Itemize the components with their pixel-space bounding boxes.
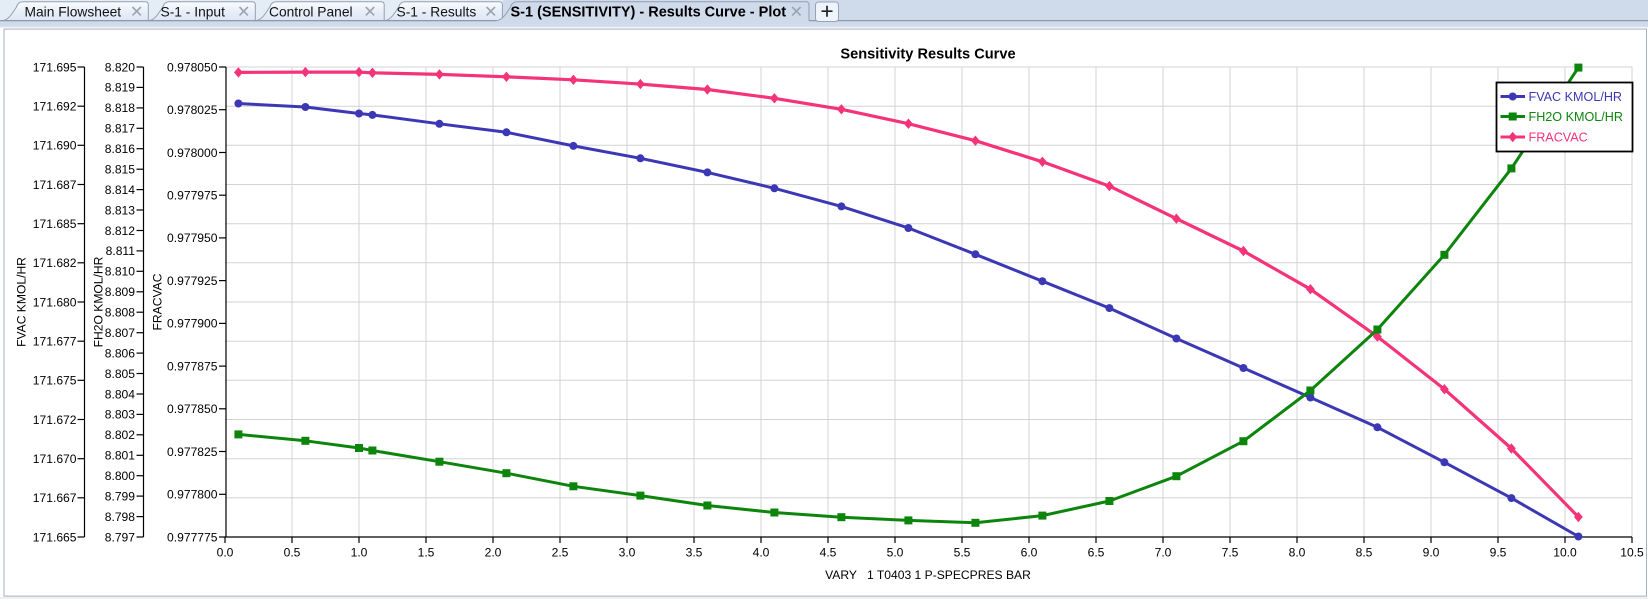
svg-text:7.0: 7.0 (1155, 546, 1172, 560)
svg-text:8.804: 8.804 (105, 387, 136, 401)
svg-text:171.682: 171.682 (33, 256, 77, 270)
svg-text:FVAC KMOL/HR: FVAC KMOL/HR (15, 257, 29, 347)
svg-text:8.811: 8.811 (106, 244, 136, 258)
svg-text:8.815: 8.815 (105, 162, 136, 176)
svg-text:3.5: 3.5 (686, 546, 703, 560)
svg-text:171.680: 171.680 (33, 295, 77, 309)
svg-text:4.0: 4.0 (753, 546, 770, 560)
svg-text:Main Flowsheet: Main Flowsheet (25, 4, 122, 19)
svg-text:VARY 1 T0403 1 P-SPECPRES BA: VARY 1 T0403 1 P-SPECPRES BAR (825, 568, 1031, 582)
svg-text:8.817: 8.817 (105, 122, 136, 136)
svg-text:4.5: 4.5 (820, 546, 837, 560)
svg-text:1.0: 1.0 (351, 546, 368, 560)
svg-text:S-1 - Input: S-1 - Input (161, 4, 226, 19)
svg-text:171.687: 171.687 (33, 178, 77, 192)
svg-text:5.5: 5.5 (954, 546, 971, 560)
svg-text:9.5: 9.5 (1490, 546, 1507, 560)
svg-text:8.807: 8.807 (105, 326, 136, 340)
svg-text:171.677: 171.677 (33, 334, 77, 348)
svg-text:8.805: 8.805 (105, 367, 136, 381)
svg-text:8.809: 8.809 (105, 285, 136, 299)
svg-text:8.816: 8.816 (105, 142, 136, 156)
svg-text:S-1 (SENSITIVITY) - Results Cu: S-1 (SENSITIVITY) - Results Curve - Plot (511, 4, 787, 20)
svg-text:8.812: 8.812 (105, 224, 136, 238)
svg-text:9.0: 9.0 (1423, 546, 1440, 560)
svg-text:171.692: 171.692 (33, 99, 77, 113)
svg-text:0.977775: 0.977775 (167, 530, 218, 544)
svg-text:0.977850: 0.977850 (167, 402, 218, 416)
svg-text:171.672: 171.672 (33, 413, 77, 427)
svg-text:8.814: 8.814 (105, 183, 136, 197)
svg-text:0.977800: 0.977800 (167, 488, 218, 502)
svg-text:Sensitivity Results Curve: Sensitivity Results Curve (840, 47, 1015, 63)
svg-text:8.5: 8.5 (1356, 546, 1373, 560)
svg-text:0.0: 0.0 (217, 546, 234, 560)
svg-text:FH2O KMOL/HR: FH2O KMOL/HR (92, 256, 106, 347)
svg-text:7.5: 7.5 (1222, 546, 1239, 560)
svg-text:6.0: 6.0 (1021, 546, 1038, 560)
svg-text:8.818: 8.818 (105, 101, 136, 115)
svg-text:10.5: 10.5 (1620, 546, 1644, 560)
svg-text:3.0: 3.0 (619, 546, 636, 560)
svg-text:8.803: 8.803 (105, 408, 136, 422)
svg-text:171.695: 171.695 (33, 60, 77, 74)
svg-text:0.977975: 0.977975 (167, 188, 218, 202)
svg-text:0.977900: 0.977900 (167, 317, 218, 331)
svg-text:8.801: 8.801 (105, 449, 136, 463)
svg-text:8.800: 8.800 (105, 469, 136, 483)
svg-text:0.977875: 0.977875 (167, 359, 218, 373)
svg-text:0.978000: 0.978000 (167, 146, 218, 160)
svg-text:8.798: 8.798 (105, 510, 136, 524)
svg-text:2.0: 2.0 (485, 546, 502, 560)
svg-text:0.978050: 0.978050 (167, 60, 218, 74)
svg-text:8.810: 8.810 (105, 265, 136, 279)
svg-text:0.978025: 0.978025 (167, 103, 218, 117)
svg-text:FVAC KMOL/HR: FVAC KMOL/HR (1529, 90, 1623, 104)
svg-text:8.813: 8.813 (105, 203, 136, 217)
svg-text:8.0: 8.0 (1289, 546, 1306, 560)
svg-text:S-1 - Results: S-1 - Results (397, 4, 477, 19)
svg-text:8.808: 8.808 (105, 306, 136, 320)
svg-text:Control Panel: Control Panel (269, 4, 353, 19)
svg-text:8.802: 8.802 (105, 428, 136, 442)
svg-text:171.670: 171.670 (33, 452, 77, 466)
svg-text:8.819: 8.819 (105, 81, 136, 95)
svg-text:FRACVAC: FRACVAC (151, 273, 165, 330)
svg-text:0.5: 0.5 (284, 546, 301, 560)
svg-text:8.806: 8.806 (105, 346, 136, 360)
svg-text:1.5: 1.5 (418, 546, 435, 560)
svg-text:FRACVAC: FRACVAC (1529, 130, 1588, 144)
svg-text:10.0: 10.0 (1553, 546, 1577, 560)
svg-text:171.685: 171.685 (33, 217, 77, 231)
svg-text:0.977950: 0.977950 (167, 231, 218, 245)
svg-text:0.977925: 0.977925 (167, 274, 218, 288)
svg-text:5.0: 5.0 (887, 546, 904, 560)
svg-text:171.665: 171.665 (33, 530, 77, 544)
svg-text:171.667: 171.667 (33, 491, 77, 505)
svg-text:0.977825: 0.977825 (167, 445, 218, 459)
svg-text:8.820: 8.820 (105, 60, 136, 74)
svg-text:FH2O KMOL/HR: FH2O KMOL/HR (1529, 110, 1623, 124)
svg-text:8.797: 8.797 (105, 530, 136, 544)
svg-text:171.675: 171.675 (33, 374, 77, 388)
svg-text:171.690: 171.690 (33, 139, 77, 153)
svg-text:6.5: 6.5 (1088, 546, 1105, 560)
svg-text:8.799: 8.799 (105, 489, 136, 503)
svg-text:2.5: 2.5 (552, 546, 569, 560)
